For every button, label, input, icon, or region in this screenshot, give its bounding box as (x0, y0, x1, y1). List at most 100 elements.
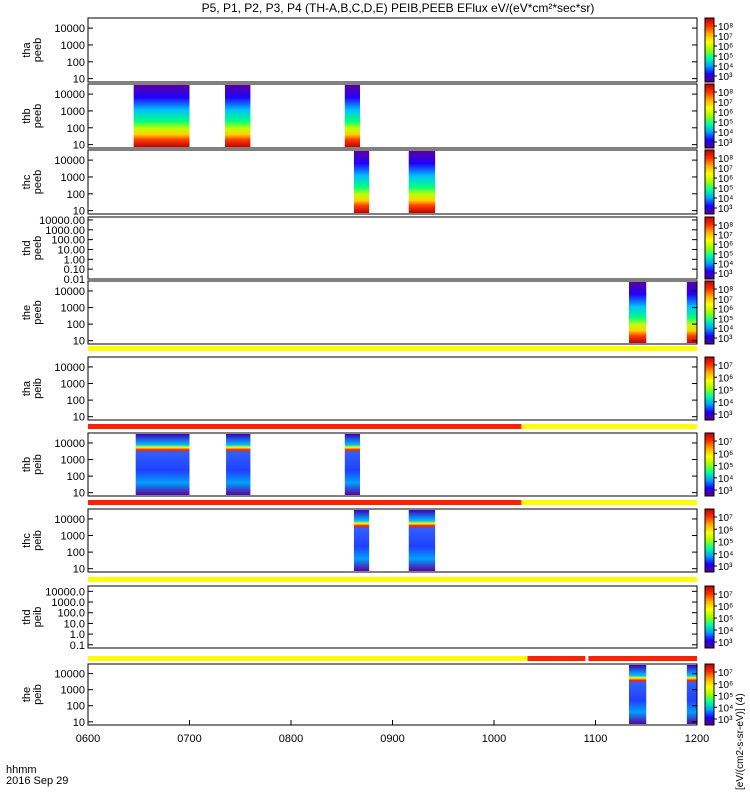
colorbar-tick-label: 10⁶ (718, 525, 733, 536)
mode-bar-segment (521, 500, 697, 505)
colorbar (704, 432, 715, 497)
y-tick-label: 100.00 (51, 235, 85, 247)
y-tick-label: 100 (67, 189, 85, 201)
y-tick-label: 10000.0 (45, 586, 85, 598)
colorbar-tick-label: 10⁷ (718, 164, 733, 175)
y-tick-label: 10000 (54, 438, 85, 450)
mode-bar-segment (88, 424, 522, 429)
panel-frame (87, 83, 698, 149)
y-axis-label: thc (21, 174, 33, 189)
y-axis-label: thc (21, 533, 33, 548)
colorbar (704, 356, 715, 421)
colorbar-tick-label: 10⁶ (718, 240, 733, 251)
panel-frame (87, 280, 698, 345)
colorbar-tick-label: 10⁸ (718, 285, 733, 296)
spectrogram-block (344, 434, 361, 495)
y-tick-label: 10.0 (64, 618, 85, 630)
colorbar (704, 508, 715, 573)
colorbar-tick-label: 10⁴ (718, 128, 733, 139)
spectrogram-block (135, 434, 190, 495)
panel-frame (87, 149, 698, 215)
colorbar-tick-label: 10⁴ (718, 550, 733, 561)
y-tick-label: 100 (67, 471, 85, 483)
y-tick-label: 1000 (61, 455, 85, 467)
y-axis-label: peeb (32, 300, 44, 324)
panel-frame (87, 356, 698, 421)
colorbar-tick-label: 10⁵ (718, 386, 733, 397)
y-tick-label: 1000 (61, 106, 85, 118)
panel-frame (87, 585, 698, 649)
colorbar-tick-label: 10⁸ (718, 22, 733, 33)
y-tick-label: 100 (67, 701, 85, 713)
panel-frame (87, 17, 698, 83)
y-tick-label: 10000 (54, 669, 85, 681)
y-axis-label: peeb (32, 236, 44, 260)
colorbar (704, 280, 715, 345)
colorbar (704, 216, 715, 280)
y-axis-label: the (21, 305, 33, 320)
date-label: 2016 Sep 29 (6, 775, 68, 787)
y-tick-label: 10000.00 (39, 215, 85, 227)
spectrogram-block (628, 665, 647, 724)
y-tick-label: 100 (67, 547, 85, 559)
y-axis-label: peib (32, 530, 44, 551)
y-tick-label: 1000.00 (45, 225, 85, 237)
colorbar-tick-label: 10⁵ (718, 538, 733, 549)
colorbar-tick-label: 10⁴ (718, 259, 733, 270)
colorbar (704, 663, 715, 726)
y-tick-label: 10000 (54, 89, 85, 101)
y-tick-label: 100 (67, 57, 85, 69)
y-axis-label: the (21, 687, 33, 702)
colorbar-tick-label: 10³ (718, 334, 733, 345)
y-tick-label: 1.00 (64, 254, 85, 266)
y-axis-label: thb (21, 108, 33, 123)
y-tick-label: 10 (73, 717, 85, 729)
y-axis-label: peib (32, 378, 44, 399)
colorbar-tick-label: 10⁷ (718, 361, 733, 372)
colorbar-tick-label: 10³ (718, 410, 733, 421)
colorbar (704, 149, 715, 215)
y-tick-label: 10 (73, 336, 85, 348)
colorbar-tick-label: 10⁴ (718, 703, 733, 714)
colorbar-tick-label: 10³ (718, 72, 733, 83)
spectrogram-block (408, 510, 436, 571)
x-axis-label: hhmm (6, 764, 37, 776)
mode-bar-segment (88, 577, 697, 582)
colorbar-tick-label: 10⁷ (718, 513, 733, 524)
y-tick-label: 1000 (61, 379, 85, 391)
y-tick-label: 10000 (54, 286, 85, 298)
x-tick-label: 0900 (380, 733, 404, 745)
colorbar-tick-label: 10⁶ (718, 174, 733, 185)
colorbar-tick-label: 10⁴ (718, 62, 733, 73)
y-tick-label: 1000 (61, 685, 85, 697)
colorbar-tick-label: 10³ (718, 269, 733, 280)
y-axis-label: tha (21, 41, 33, 57)
colorbar-tick-label: 10⁷ (718, 295, 733, 306)
y-tick-label: 1.0 (70, 629, 85, 641)
y-tick-label: 1000 (61, 303, 85, 315)
colorbar-tick-label: 10³ (718, 204, 733, 215)
spectrogram-block (408, 151, 436, 213)
y-tick-label: 10 (73, 206, 85, 218)
y-tick-label: 0.10 (64, 264, 85, 276)
mode-bar-segment (88, 656, 528, 661)
spectrogram-block (344, 85, 361, 147)
panel-frame (87, 508, 698, 573)
y-tick-label: 10000 (54, 155, 85, 167)
colorbar-tick-label: 10³ (718, 638, 733, 649)
colorbar-tick-label: 10⁶ (718, 680, 733, 691)
colorbar-tick-label: 10⁷ (718, 231, 733, 242)
colorbar-tick-label: 10⁶ (718, 373, 733, 384)
y-tick-label: 1000.0 (51, 597, 85, 609)
y-tick-label: 100 (67, 395, 85, 407)
colorbar-tick-label: 10⁴ (718, 324, 733, 335)
colorbar-tick-label: 10⁵ (718, 52, 733, 63)
